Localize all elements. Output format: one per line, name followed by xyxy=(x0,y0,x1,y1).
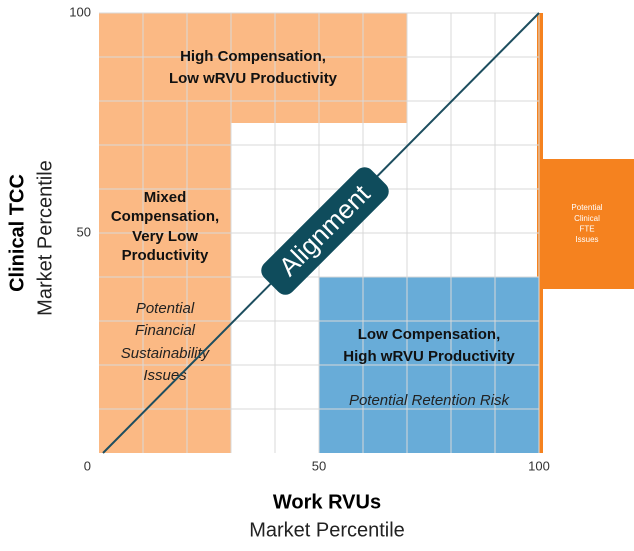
region-label: Low wRVU Productivity xyxy=(169,70,338,87)
region-label: High wRVU Productivity xyxy=(343,348,515,365)
region-label: Compensation, xyxy=(111,208,219,225)
side-note: Issues xyxy=(575,235,598,244)
region-label: Productivity xyxy=(122,247,209,264)
region-note: Potential Retention Risk xyxy=(349,392,511,409)
y-tick-label: 0 xyxy=(84,458,91,473)
region-label: Mixed xyxy=(144,189,187,206)
alignment-box xyxy=(261,167,389,295)
side-note: Potential xyxy=(571,203,602,212)
fte-strip xyxy=(537,13,543,453)
region-note: Financial xyxy=(135,322,196,339)
region-note: Potential xyxy=(136,300,195,317)
side-note: Clinical xyxy=(574,214,600,223)
region-label: Low Compensation, xyxy=(358,326,501,343)
y-tick-label: 100 xyxy=(69,4,91,19)
y-tick-label: 50 xyxy=(77,224,91,239)
alignment-label: Alignment xyxy=(273,178,377,282)
y-axis-title: Clinical TCC xyxy=(6,174,28,292)
x-axis-title: Work RVUs xyxy=(273,491,381,513)
region-label: High Compensation, xyxy=(180,48,326,65)
y-axis-subtitle: Market Percentile xyxy=(34,160,56,316)
x-tick-label: 100 xyxy=(528,458,550,473)
side-note: FTE xyxy=(579,225,594,234)
region-label: Very Low xyxy=(132,228,198,245)
x-tick-label: 50 xyxy=(312,458,326,473)
grid xyxy=(99,12,540,453)
x-axis-subtitle: Market Percentile xyxy=(249,519,405,541)
fte-box xyxy=(543,159,634,289)
region-note: Sustainability xyxy=(121,345,211,362)
